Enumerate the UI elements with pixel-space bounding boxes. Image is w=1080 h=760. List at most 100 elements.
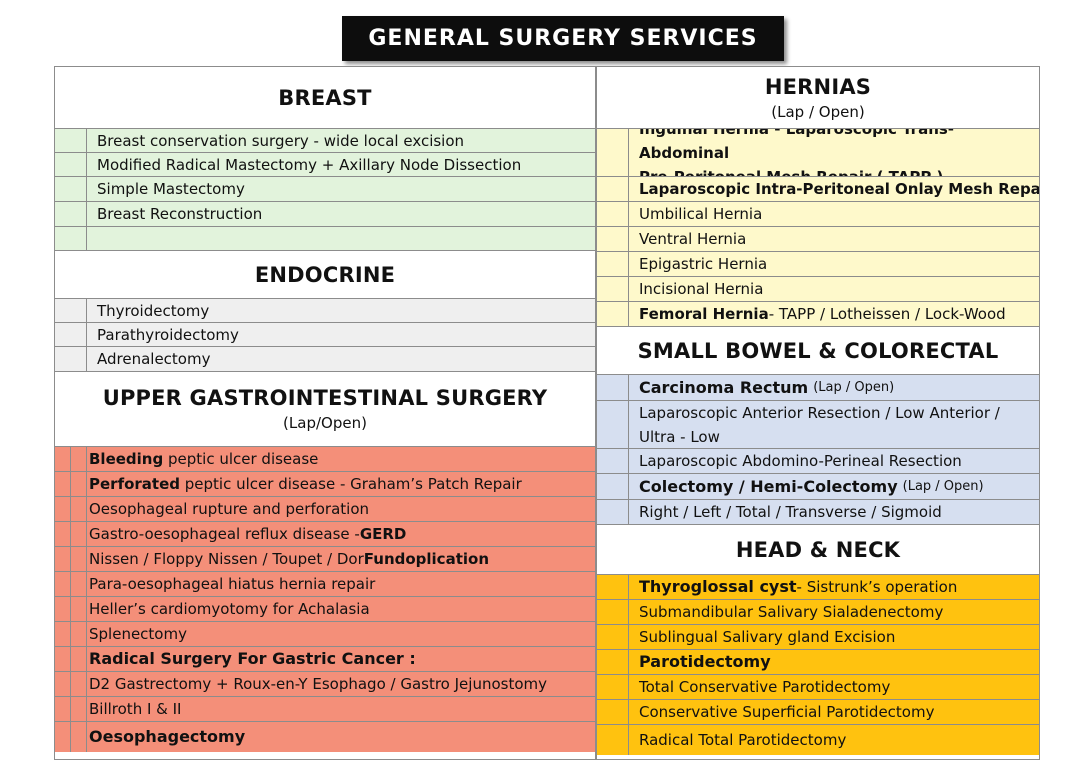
breast-item: Breast Reconstruction xyxy=(97,205,263,223)
list-item: Parotidectomy xyxy=(597,650,1039,675)
list-item: Radical Total Parotidectomy xyxy=(597,725,1039,755)
colorectal-item: Laparoscopic Anterior Resection / Low An… xyxy=(639,403,1000,446)
list-item: Billroth I & II xyxy=(55,697,595,722)
page-title: GENERAL SURGERY SERVICES xyxy=(342,16,784,61)
list-item: Simple Mastectomy xyxy=(55,177,595,202)
ugi-item: Billroth I & II xyxy=(89,700,182,718)
perforated-bold: Perforated xyxy=(89,475,180,493)
head-neck-item: Total Conservative Parotidectomy xyxy=(639,678,891,696)
colorectal-title: SMALL BOWEL & COLORECTAL xyxy=(637,338,999,363)
list-item: Epigastric Hernia xyxy=(597,252,1039,277)
ca-rectum-bold: Carcinoma Rectum xyxy=(639,377,809,397)
list-item: Total Conservative Parotidectomy xyxy=(597,675,1039,700)
list-item: Breast Reconstruction xyxy=(55,202,595,227)
breast-item: Modified Radical Mastectomy + Axillary N… xyxy=(97,155,522,174)
bleeding-rest: peptic ulcer disease xyxy=(168,450,319,468)
list-item: Umbilical Hernia xyxy=(597,202,1039,227)
hernias-header: HERNIAS (Lap / Open) xyxy=(597,67,1039,129)
hernias-title: HERNIAS xyxy=(764,74,872,99)
inguinal-line2: Pre-Peritoneal Mesh Repair ( TAPP ) xyxy=(639,165,943,177)
endocrine-item: Thyroidectomy xyxy=(97,301,210,320)
list-item: Conservative Superficial Parotidectomy xyxy=(597,700,1039,725)
list-item: Splenectomy xyxy=(55,622,595,647)
inguinal-rest: - Laparoscopic Trans-Abdominal xyxy=(639,129,954,162)
list-item: Submandibular Salivary Sialadenectomy xyxy=(597,600,1039,625)
list-item: Radical Surgery For Gastric Cancer : xyxy=(55,647,595,672)
colectomy-sub: (Lap / Open) xyxy=(902,478,984,494)
colorectal-header: SMALL BOWEL & COLORECTAL xyxy=(597,327,1039,375)
list-item: Carcinoma Rectum (Lap / Open) xyxy=(597,375,1039,401)
right-column: HERNIAS (Lap / Open) Inguinal Hernia - L… xyxy=(596,66,1040,760)
gerd-rest: Gastro-oesophageal reflux disease - xyxy=(89,525,360,543)
list-item: Bleeding peptic ulcer disease xyxy=(55,447,595,472)
list-item: Colectomy / Hemi-Colectomy (Lap / Open) xyxy=(597,474,1039,500)
colorectal-item: Laparoscopic Abdomino-Perineal Resection xyxy=(639,452,962,470)
list-item: Thyroglossal cyst - Sistrunk’s operation xyxy=(597,575,1039,600)
head-neck-item: Radical Total Parotidectomy xyxy=(639,731,847,749)
list-item: Inguinal Hernia - Laparoscopic Trans-Abd… xyxy=(597,129,1039,177)
breast-title: BREAST xyxy=(278,85,372,110)
hernia-item: Umbilical Hernia xyxy=(639,205,763,223)
fundo-rest: Nissen / Floppy Nissen / Toupet / Dor xyxy=(89,550,364,568)
femoral-bold: Femoral Hernia xyxy=(639,305,769,323)
hernias-subtitle: (Lap / Open) xyxy=(771,102,865,121)
list-item: Laparoscopic Intra-Peritoneal Onlay Mesh… xyxy=(597,177,1039,202)
list-item: D2 Gastrectomy + Roux-en-Y Esophago / Ga… xyxy=(55,672,595,697)
hernia-item-bold: Laparoscopic Intra-Peritoneal Onlay Mesh… xyxy=(639,180,1039,198)
endocrine-title: ENDOCRINE xyxy=(254,262,396,287)
ugi-item: D2 Gastrectomy + Roux-en-Y Esophago / Ga… xyxy=(89,675,548,693)
list-item: Adrenalectomy xyxy=(55,347,595,372)
list-item: Right / Left / Total / Transverse / Sigm… xyxy=(597,500,1039,525)
endocrine-item: Adrenalectomy xyxy=(97,350,211,368)
head-neck-item: Sublingual Salivary gland Excision xyxy=(639,628,896,646)
list-item: Sublingual Salivary gland Excision xyxy=(597,625,1039,650)
list-item: Ventral Hernia xyxy=(597,227,1039,252)
list-item: Heller’s cardiomyotomy for Achalasia xyxy=(55,597,595,622)
endocrine-header: ENDOCRINE xyxy=(55,251,595,299)
colorectal-item: Right / Left / Total / Transverse / Sigm… xyxy=(639,503,942,521)
thyroglossal-rest: - Sistrunk’s operation xyxy=(796,578,958,596)
list-item: Femoral Hernia - TAPP / Lotheissen / Loc… xyxy=(597,302,1039,327)
hernia-item: Incisional Hernia xyxy=(639,280,764,298)
bleeding-bold: Bleeding xyxy=(89,450,164,468)
ugi-item-bold: Oesophagectomy xyxy=(89,727,246,746)
head-neck-item-bold: Parotidectomy xyxy=(639,652,771,671)
list-item: Nissen / Floppy Nissen / Toupet / Dor Fu… xyxy=(55,547,595,572)
list-item: Laparoscopic Abdomino-Perineal Resection xyxy=(597,449,1039,474)
head-neck-header: HEAD & NECK xyxy=(597,525,1039,575)
breast-item: Simple Mastectomy xyxy=(97,180,245,198)
list-item: Gastro-oesophageal reflux disease - GERD xyxy=(55,522,595,547)
hernia-item: Ventral Hernia xyxy=(639,230,747,248)
ugi-header: UPPER GASTROINTESTINAL SURGERY (Lap/Open… xyxy=(55,372,595,447)
list-item: Oesophageal rupture and perforation xyxy=(55,497,595,522)
ugi-subtitle: (Lap/Open) xyxy=(283,414,367,432)
thyroglossal-bold: Thyroglossal cyst xyxy=(639,577,797,596)
head-neck-title: HEAD & NECK xyxy=(735,537,901,562)
fundo-bold: Fundoplication xyxy=(363,550,489,568)
list-item: Modified Radical Mastectomy + Axillary N… xyxy=(55,153,595,177)
list-item: Oesophagectomy xyxy=(55,722,595,752)
breast-header: BREAST xyxy=(55,67,595,129)
gerd-bold: GERD xyxy=(359,525,407,543)
ugi-item: Splenectomy xyxy=(89,625,187,643)
colectomy-bold: Colectomy / Hemi-Colectomy xyxy=(639,476,898,496)
list-item: Para-oesophageal hiatus hernia repair xyxy=(55,572,595,597)
left-column: BREAST Breast conservation surgery - wid… xyxy=(54,66,596,760)
ugi-item: Oesophageal rupture and perforation xyxy=(89,500,369,518)
ugi-item: Para-oesophageal hiatus hernia repair xyxy=(89,575,376,593)
list-item: Laparoscopic Anterior Resection / Low An… xyxy=(597,401,1039,449)
ugi-item: Heller’s cardiomyotomy for Achalasia xyxy=(89,600,370,618)
list-item: Perforated peptic ulcer disease - Graham… xyxy=(55,472,595,497)
list-item: Thyroidectomy xyxy=(55,299,595,323)
perforated-rest: peptic ulcer disease - Graham’s Patch Re… xyxy=(184,475,522,493)
list-item: Incisional Hernia xyxy=(597,277,1039,302)
list-item-empty xyxy=(55,227,595,251)
ugi-item-bold: Radical Surgery For Gastric Cancer : xyxy=(89,649,416,668)
list-item: Breast conservation surgery - wide local… xyxy=(55,129,595,153)
ugi-title: UPPER GASTROINTESTINAL SURGERY xyxy=(102,386,548,410)
endocrine-item: Parathyroidectomy xyxy=(97,325,239,344)
hernia-item: Epigastric Hernia xyxy=(639,255,768,273)
inguinal-bold: Inguinal Hernia xyxy=(639,129,769,138)
femoral-rest: - TAPP / Lotheissen / Lock-Wood xyxy=(768,305,1006,323)
list-item: Parathyroidectomy xyxy=(55,323,595,347)
